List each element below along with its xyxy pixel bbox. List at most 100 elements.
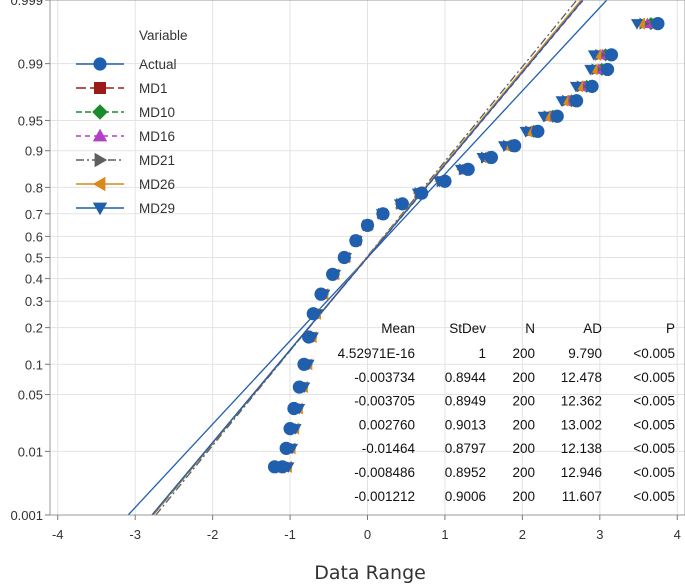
- x-tick-label: 1: [441, 527, 448, 542]
- legend-marker-actual: [93, 57, 107, 71]
- x-axis-title: Data Range: [314, 562, 426, 584]
- x-tick-label: -4: [52, 527, 64, 542]
- x-tick-label: 4: [674, 527, 681, 542]
- y-tick-label: 0.5: [25, 251, 43, 266]
- y-tick-label: 0.01: [18, 444, 43, 459]
- data-points: [267, 16, 665, 474]
- data-point-actual: [484, 150, 499, 165]
- stats-cell: <0.005: [633, 465, 675, 480]
- y-tick-label: 0.99: [18, 57, 43, 72]
- stats-cell: -0.001212: [354, 489, 415, 504]
- stats-header-mean: Mean: [381, 321, 415, 336]
- data-point-actual: [275, 460, 289, 474]
- stats-cell: 12.362: [561, 394, 602, 409]
- legend-label-md1: MD1: [139, 81, 168, 96]
- data-point-actual: [297, 357, 311, 371]
- x-tick-label: 0: [364, 527, 371, 542]
- stats-cell: 200: [512, 417, 535, 432]
- stats-header-n: N: [525, 321, 535, 336]
- legend-marker-md16: [92, 128, 108, 142]
- stats-cell: 1: [478, 346, 486, 361]
- data-point-actual: [531, 124, 545, 138]
- fit-lines: [127, 0, 608, 516]
- legend-marker-md29: [92, 202, 108, 216]
- data-point-actual: [585, 79, 599, 93]
- stats-cell: 200: [512, 441, 535, 456]
- x-tick-label: 2: [519, 527, 526, 542]
- stats-table: Mean StDev N AD P 4.52971E-16 1 200 9.790 <0.005 -…: [338, 321, 675, 504]
- stats-cell: 13.002: [561, 417, 602, 432]
- data-point-actual: [283, 422, 297, 436]
- data-point-actual: [550, 109, 564, 123]
- y-tick-label: 0.4: [25, 272, 43, 287]
- stats-cell: 200: [512, 465, 535, 480]
- y-tick-label: 0.7: [25, 207, 43, 222]
- stats-cell: <0.005: [633, 346, 675, 361]
- stats-cell: -0.008486: [354, 465, 415, 480]
- data-point-actual: [287, 401, 301, 416]
- stats-cell: 4.52971E-16: [338, 346, 415, 361]
- y-tick-label: 0.6: [25, 229, 43, 244]
- data-point-actual: [604, 48, 619, 62]
- data-point-md29: [519, 126, 532, 138]
- data-point-actual: [438, 174, 452, 188]
- legend-marker-md21: [94, 152, 108, 168]
- y-tick-label: 0.05: [18, 388, 43, 403]
- stats-cell: 12.138: [561, 441, 602, 456]
- stats-cell: -0.003734: [354, 370, 415, 385]
- y-tick-label: 0.999: [10, 0, 43, 8]
- legend-title: Variable: [139, 28, 188, 43]
- data-point-actual: [292, 380, 306, 394]
- x-tick-label: -1: [284, 527, 296, 542]
- data-point-md29: [587, 50, 600, 61]
- data-point-actual: [302, 330, 316, 344]
- data-point-actual: [314, 287, 328, 301]
- stats-cell: 11.607: [562, 489, 602, 504]
- data-point-actual: [326, 267, 340, 281]
- data-point-actual: [279, 441, 293, 455]
- data-point-actual: [306, 307, 320, 321]
- data-point-md29: [630, 19, 643, 30]
- y-tick-label: 0.1: [25, 357, 43, 372]
- legend-label-md10: MD10: [139, 105, 175, 120]
- stats-cell: <0.005: [633, 489, 675, 504]
- data-point-actual: [600, 62, 615, 77]
- stats-header-stdev: StDev: [449, 321, 486, 336]
- data-point-md29: [498, 141, 511, 152]
- stats-cell: 0.8952: [445, 465, 486, 480]
- stats-cell: 0.9013: [445, 417, 486, 432]
- data-point-actual: [337, 250, 351, 265]
- legend-marker-md10: [92, 104, 108, 120]
- x-tick-label: -2: [207, 527, 219, 542]
- y-tick-label: 0.95: [18, 113, 43, 128]
- stats-header-p: P: [666, 321, 675, 336]
- legend-label-md16: MD16: [139, 129, 175, 144]
- legend-marker-md26: [92, 176, 106, 192]
- legend-label-actual: Actual: [139, 57, 177, 72]
- axis-ticks: -4 -3 -2 -1 0 1 2 3 4 0.001 0.01 0.05 0.1 0.2 0.3 0.4 0.…: [10, 0, 681, 542]
- stats-cell: <0.005: [633, 417, 675, 432]
- data-point-md29: [555, 96, 568, 107]
- fit-line-md29: [151, 0, 584, 516]
- y-tick-label: 0.001: [10, 508, 43, 523]
- y-tick-label: 0.2: [25, 321, 43, 336]
- legend-label-md29: MD29: [139, 201, 175, 216]
- legend-marker-md1: [94, 82, 106, 94]
- legend-label-md26: MD26: [139, 177, 175, 192]
- y-tick-label: 0.9: [25, 144, 43, 159]
- stats-cell: 0.9006: [445, 489, 486, 504]
- stats-cell: -0.003705: [354, 394, 415, 409]
- data-point-actual: [360, 218, 375, 232]
- legend: Variable Actual MD1 MD10 MD16 MD21 MD26 MD29: [76, 28, 188, 216]
- y-tick-label: 0.8: [25, 180, 43, 195]
- stats-cell: 200: [512, 346, 535, 361]
- data-point-actual: [508, 139, 522, 153]
- stats-header-ad: AD: [583, 321, 602, 336]
- data-point-md29: [569, 81, 582, 93]
- stats-cell: 200: [512, 370, 535, 385]
- stats-cell: 200: [512, 489, 535, 504]
- stats-cell: 12.478: [561, 370, 602, 385]
- stats-cell: 0.002760: [359, 417, 415, 432]
- data-point-actual: [376, 207, 390, 221]
- stats-cell: 0.8797: [445, 441, 486, 456]
